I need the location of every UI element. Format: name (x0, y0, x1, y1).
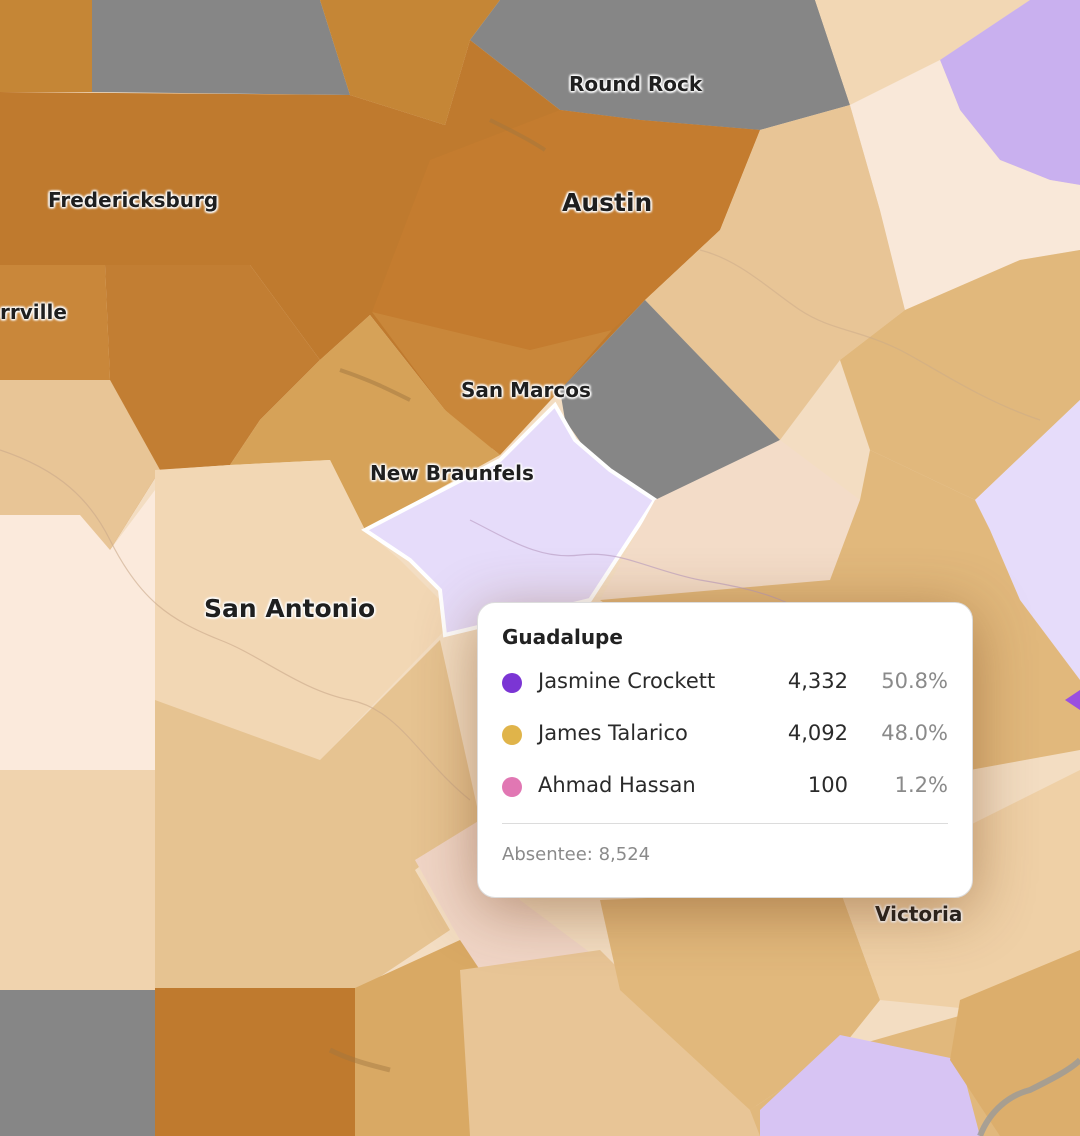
candidate-name: Jasmine Crockett (538, 669, 716, 693)
city-label-new-braunfels: New Braunfels (370, 461, 534, 485)
candidate-percent: 48.0% (881, 721, 948, 745)
river-line (489, 118, 547, 152)
county-region[interactable] (0, 380, 160, 550)
coastline (977, 1057, 1080, 1136)
candidate-row: Jasmine Crockett 4,332 50.8% (502, 655, 948, 707)
county-region[interactable] (0, 0, 92, 92)
county-region[interactable] (372, 110, 760, 350)
city-label-austin: Austin (562, 188, 653, 217)
tooltip-county-name: Guadalupe (502, 625, 623, 649)
county-region[interactable] (415, 820, 600, 990)
city-label-san-antonio: San Antonio (204, 594, 376, 623)
county-region[interactable] (0, 490, 155, 770)
river-line (469, 519, 841, 641)
candidate-name: James Talarico (538, 721, 688, 745)
candidate-color-dot (502, 777, 522, 797)
county-region[interactable] (940, 0, 1080, 185)
candidate-color-dot (502, 673, 522, 693)
city-label-san-marcos: San Marcos (461, 378, 591, 402)
candidate-votes: 4,332 (787, 669, 848, 693)
county-region[interactable] (0, 770, 155, 990)
river-line (339, 368, 411, 402)
county-region[interactable] (372, 312, 612, 455)
county-region[interactable] (155, 988, 355, 1136)
tooltip-divider (502, 823, 948, 824)
river-line (328, 1047, 391, 1073)
county-region[interactable] (840, 250, 1080, 500)
county-region[interactable] (600, 890, 880, 1110)
county-region[interactable] (850, 60, 1080, 310)
candidate-votes: 4,092 (787, 721, 848, 745)
candidate-color-dot (502, 725, 522, 745)
candidate-votes: 100 (807, 773, 848, 797)
candidate-row: James Talarico 4,092 48.0% (502, 707, 948, 759)
county-region[interactable] (975, 400, 1080, 680)
county-region[interactable] (600, 440, 860, 600)
city-label-round-rock: Round Rock (569, 72, 703, 96)
tooltip-absentee-total: Absentee: 8,524 (502, 844, 651, 865)
county-region[interactable] (1065, 690, 1080, 710)
county-region[interactable] (645, 105, 905, 440)
county-tooltip: Guadalupe Jasmine Crockett 4,332 50.8% J… (477, 602, 973, 898)
county-region[interactable] (760, 1035, 980, 1136)
candidate-name: Ahmad Hassan (538, 773, 696, 797)
county-region[interactable] (155, 460, 445, 760)
candidate-percent: 50.8% (881, 669, 948, 693)
county-region[interactable] (230, 315, 500, 530)
river-line (699, 249, 1041, 421)
city-label-kerrville: rrville (0, 300, 67, 324)
candidate-row: Ahmad Hassan 100 1.2% (502, 759, 948, 811)
city-label-victoria: Victoria (875, 902, 963, 926)
county-region[interactable] (560, 300, 780, 510)
river-line (0, 449, 471, 801)
county-region[interactable] (815, 0, 1030, 105)
candidate-percent: 1.2% (894, 773, 948, 797)
county-region[interactable] (105, 265, 320, 470)
county-region[interactable] (460, 950, 760, 1136)
county-region[interactable] (320, 0, 500, 125)
county-region[interactable] (470, 0, 850, 130)
city-label-fredericksburg: Fredericksburg (48, 188, 219, 212)
county-region[interactable] (92, 0, 350, 95)
county-region[interactable] (950, 950, 1080, 1136)
county-region[interactable] (0, 990, 155, 1136)
